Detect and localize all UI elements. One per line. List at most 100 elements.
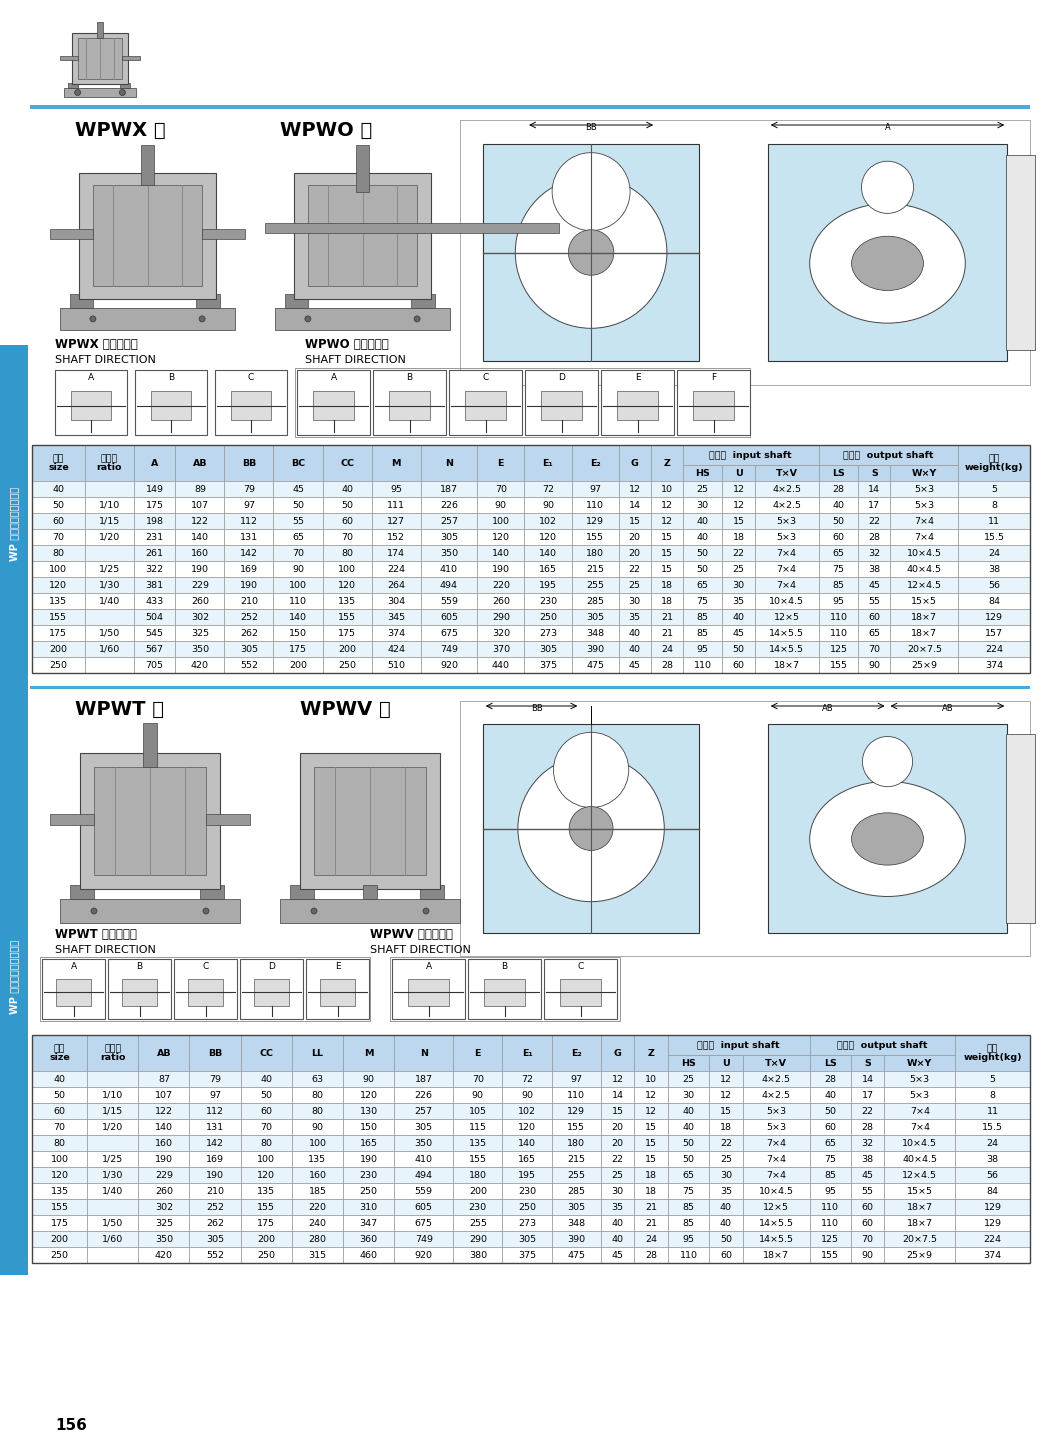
Bar <box>225 657 273 673</box>
Bar <box>651 642 683 657</box>
Bar <box>32 1215 87 1231</box>
Bar <box>322 481 372 497</box>
Text: 14×5.5: 14×5.5 <box>759 1234 794 1244</box>
Bar <box>601 1103 634 1118</box>
Text: 475: 475 <box>567 1250 585 1260</box>
Bar <box>372 626 421 642</box>
Bar <box>723 561 755 577</box>
Text: 504: 504 <box>145 613 163 621</box>
Bar <box>683 497 723 513</box>
Text: 12×5: 12×5 <box>774 613 799 621</box>
Bar <box>421 592 477 608</box>
Text: 229: 229 <box>191 581 209 590</box>
Bar <box>454 1103 502 1118</box>
Text: 20×7.5: 20×7.5 <box>902 1234 937 1244</box>
Bar <box>273 481 322 497</box>
Bar <box>571 545 619 561</box>
Text: 95: 95 <box>825 1186 836 1195</box>
Bar <box>372 513 421 529</box>
Text: 75: 75 <box>683 1186 694 1195</box>
Text: 111: 111 <box>387 500 405 510</box>
Bar <box>502 1168 551 1183</box>
Bar <box>477 592 525 608</box>
Text: 18×7: 18×7 <box>906 1202 933 1211</box>
Bar <box>394 1118 454 1134</box>
Bar <box>958 445 1030 481</box>
Bar <box>120 82 129 88</box>
Bar <box>890 545 958 561</box>
Bar <box>231 392 270 420</box>
Bar <box>241 1199 292 1215</box>
Text: 65: 65 <box>868 629 881 637</box>
Bar <box>884 1215 955 1231</box>
Bar <box>460 120 1030 384</box>
Bar <box>85 592 134 608</box>
Text: M: M <box>364 1049 373 1058</box>
Text: 40: 40 <box>629 644 640 653</box>
Bar <box>525 657 571 673</box>
Text: 28: 28 <box>646 1250 657 1260</box>
Bar <box>292 1168 343 1183</box>
Text: 749: 749 <box>414 1234 432 1244</box>
Bar <box>477 497 525 513</box>
Text: 420: 420 <box>155 1250 173 1260</box>
Text: 155: 155 <box>469 1155 487 1163</box>
Bar <box>87 1134 138 1152</box>
Text: 155: 155 <box>258 1202 276 1211</box>
Text: 224: 224 <box>985 644 1003 653</box>
Bar <box>134 561 175 577</box>
Bar <box>292 1231 343 1247</box>
Bar <box>273 545 322 561</box>
Bar <box>683 561 723 577</box>
Bar <box>683 529 723 545</box>
Text: 18: 18 <box>660 597 673 605</box>
Bar <box>525 529 571 545</box>
Bar <box>851 1183 884 1199</box>
Bar <box>818 465 859 481</box>
Bar <box>295 173 430 299</box>
Text: 350: 350 <box>414 1139 432 1147</box>
Bar <box>372 445 421 481</box>
Bar <box>343 1035 394 1071</box>
Bar <box>273 529 322 545</box>
Text: 12: 12 <box>732 484 744 494</box>
Text: 70: 70 <box>495 484 507 494</box>
Bar <box>818 592 859 608</box>
Bar <box>215 370 287 435</box>
Bar <box>859 608 890 626</box>
Bar <box>190 1035 241 1071</box>
Text: 79: 79 <box>243 484 255 494</box>
Text: 5×3: 5×3 <box>909 1075 930 1084</box>
Bar <box>755 657 818 673</box>
Bar <box>571 561 619 577</box>
Bar <box>292 1087 343 1103</box>
Bar <box>955 1152 1030 1168</box>
Text: 32: 32 <box>862 1139 873 1147</box>
Bar <box>190 1247 241 1263</box>
Text: 90: 90 <box>312 1123 323 1131</box>
Text: 25: 25 <box>720 1155 731 1163</box>
Text: E: E <box>635 373 640 381</box>
Text: 15: 15 <box>660 533 673 542</box>
Bar <box>668 1035 810 1055</box>
Bar <box>743 1199 810 1215</box>
Bar <box>890 465 958 481</box>
Bar <box>743 1118 810 1134</box>
Bar <box>292 1035 343 1071</box>
Bar <box>292 1118 343 1134</box>
Bar <box>138 1035 190 1071</box>
Bar <box>958 608 1030 626</box>
Bar <box>372 513 421 529</box>
Bar <box>394 1118 454 1134</box>
Bar <box>634 1035 668 1071</box>
Bar <box>32 1118 87 1134</box>
Bar <box>87 1247 138 1263</box>
Bar <box>138 1087 190 1103</box>
Text: 255: 255 <box>567 1170 585 1179</box>
Bar <box>955 1199 1030 1215</box>
Bar <box>601 1168 634 1183</box>
Bar <box>225 592 273 608</box>
Bar <box>225 481 273 497</box>
Bar <box>619 577 651 592</box>
Text: 15.5: 15.5 <box>984 533 1005 542</box>
